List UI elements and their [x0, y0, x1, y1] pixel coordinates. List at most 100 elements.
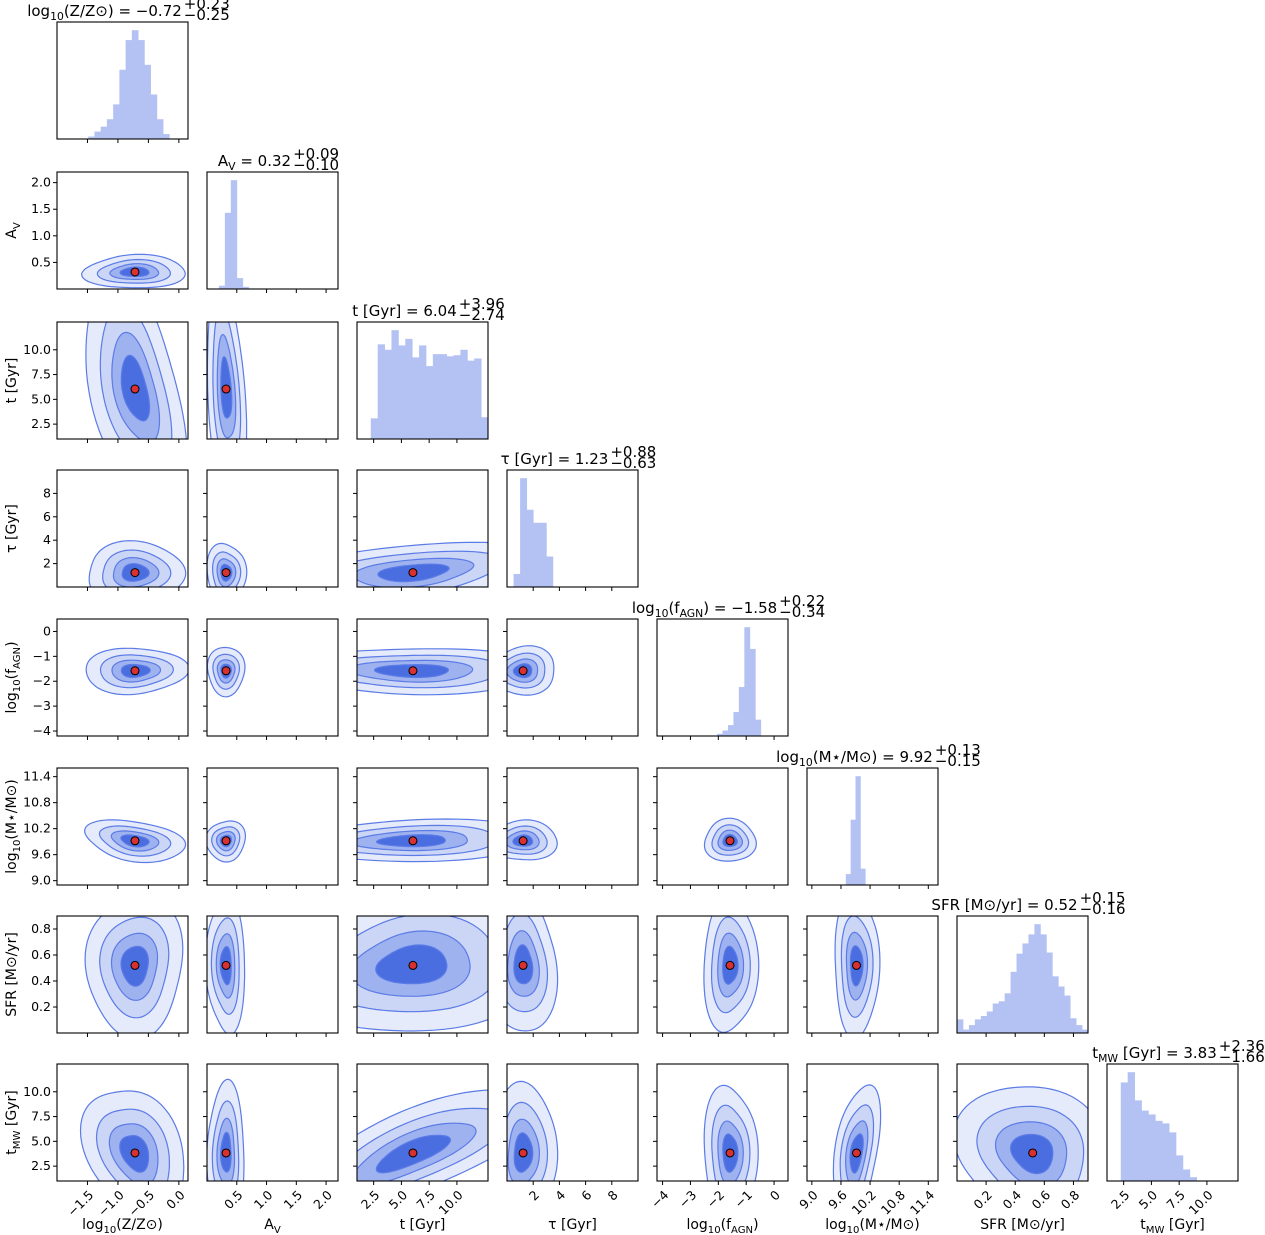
contour-panel-logfAGN-vs-t: [353, 618, 489, 740]
contour-panel-tau-vs-logZ: 2 4 6 8: [43, 469, 189, 591]
y-tick-label: 0.6: [31, 947, 51, 962]
x-tick-label: 0: [767, 1187, 783, 1203]
contour-panel-logfAGN-vs-logZ: −4 −3 −2 −1 0: [33, 618, 189, 740]
panel-frame: [206, 767, 339, 886]
hist-bar: [163, 134, 170, 139]
y-tick-label: 10.0: [23, 342, 51, 357]
median-marker: [1028, 1148, 1038, 1158]
hist-bar: [526, 509, 534, 587]
hist-bar: [733, 712, 740, 736]
x-axis-label-t: t [Gyr]: [400, 1217, 446, 1233]
panel-frame: [506, 469, 639, 588]
x-tick-label: −0.5: [125, 1187, 157, 1219]
title-err-plus: +3.96: [459, 295, 505, 313]
median-marker: [130, 960, 140, 970]
contour-panel-tMW-vs-Av: 0.5 1.0 1.5 2.0: [203, 1063, 339, 1212]
y-axis-label-logfAGN: log10(fAGN): [4, 641, 23, 713]
title-err-plus: +0.88: [610, 443, 656, 461]
hist-bar: [384, 349, 392, 439]
y-tick-label: 5.0: [31, 1133, 51, 1148]
panel-frame: [506, 915, 639, 1034]
y-tick-label: 9.0: [31, 873, 51, 888]
y-axis-label-SFR: SFR [M⊙/yr]: [4, 932, 20, 1017]
contour-panel-t-vs-Av: [203, 321, 339, 443]
median-marker: [725, 960, 735, 970]
x-tick-label: 0.2: [970, 1187, 995, 1212]
hist-bar: [150, 94, 158, 139]
x-tick-label: 1.0: [251, 1187, 276, 1212]
y-tick-label: 7.5: [31, 367, 51, 382]
hist-bar: [980, 1015, 988, 1033]
contour-panel-tMW-vs-logM: 9.0 9.610.210.811.4: [796, 1063, 939, 1218]
title-logfAGN: log10(fAGN) = −1.58 +0.22−0.34: [632, 592, 825, 621]
hist-bar: [405, 338, 413, 439]
hist-bar: [986, 1011, 994, 1033]
contour-panel-SFR-vs-logZ: 0.2 0.4 0.6 0.8: [31, 915, 189, 1037]
hist-bar: [744, 627, 751, 736]
panel-frame: [656, 915, 789, 1034]
hist-bar: [242, 286, 250, 289]
hist-bar: [749, 648, 756, 736]
y-tick-label: 1.5: [31, 201, 51, 216]
y-axis-label-tMW: tMW [Gyr]: [4, 1090, 23, 1154]
median-marker: [130, 1148, 140, 1158]
hist-bar: [236, 278, 244, 289]
median-marker: [518, 960, 528, 970]
y-axis-label-tau: τ [Gyr]: [4, 504, 20, 553]
contour-panel-logM-vs-logZ: 9.0 9.6 10.2 10.8 11.4: [23, 767, 189, 889]
contour-panel-logfAGN-vs-tau: [503, 618, 639, 740]
contour-panel-logM-vs-Av: [203, 767, 339, 889]
hist-panel-tMW: tMW [Gyr] = 3.83 +2.36−1.66 2.5 5.0 7.510.0: [1092, 1037, 1265, 1218]
panel-frame: [56, 915, 189, 1034]
panel-frame: [656, 618, 789, 737]
hist-bar: [1076, 1025, 1083, 1033]
contour-panel-logM-vs-tau: [503, 767, 639, 889]
median-marker: [408, 666, 418, 676]
x-tick-label: 10.0: [1186, 1187, 1216, 1217]
hist-bar: [377, 344, 385, 439]
x-axis-label-logM: log10(M⋆/M⊙): [825, 1217, 919, 1235]
median-marker: [851, 1148, 861, 1158]
x-tick-label: 11.4: [907, 1187, 937, 1217]
title-err-plus: +0.13: [935, 741, 981, 759]
hist-bar: [419, 345, 427, 439]
panel-frame: [206, 321, 339, 440]
hist-bar: [513, 573, 521, 587]
contour-panel-tau-vs-Av: [203, 469, 339, 591]
hist-bar: [370, 418, 379, 439]
title-err-minus: −1.66: [1219, 1048, 1265, 1066]
y-tick-label: 1.0: [31, 228, 51, 243]
panel-frame: [656, 1063, 789, 1182]
panel-frame: [206, 469, 339, 588]
y-tick-label: 2: [43, 556, 51, 571]
hist-bar: [138, 40, 145, 139]
hist-bar: [460, 349, 468, 439]
panel-frame: [206, 1063, 339, 1182]
title-err-minus: −0.16: [1080, 900, 1126, 918]
hist-bar: [391, 330, 399, 439]
hist-bar: [962, 1029, 970, 1033]
title-logM: log10(M⋆/M⊙) = 9.92 +0.13−0.15: [776, 741, 981, 770]
hist-bar: [860, 868, 866, 885]
y-tick-label: −2: [33, 673, 51, 688]
hist-bar: [1010, 971, 1017, 1033]
title-text: log10(Z/Z⊙) = −0.72: [27, 2, 182, 23]
panel-frame: [656, 767, 789, 886]
y-axis-label-t: t [Gyr]: [4, 358, 20, 404]
median-marker: [725, 1148, 735, 1158]
title-err-minus: −2.74: [459, 306, 505, 324]
title-err-minus: −0.34: [779, 603, 825, 621]
contour-panel-SFR-vs-Av: [203, 915, 339, 1037]
panel-frame: [356, 915, 489, 1034]
contour-panel-logM-vs-t: [353, 767, 489, 889]
hist-bar: [1127, 1072, 1135, 1181]
panel-frame: [356, 1063, 489, 1182]
y-tick-label: 2.0: [31, 175, 51, 190]
x-axis-label-SFR: SFR [M⊙/yr]: [980, 1217, 1065, 1233]
title-text: AV = 0.32: [218, 152, 291, 173]
hist-bar: [432, 354, 441, 439]
hist-bar: [1134, 1100, 1142, 1181]
hist-panel-t: t [Gyr] = 6.04 +3.96−2.74: [352, 295, 505, 443]
median-marker: [221, 960, 231, 970]
